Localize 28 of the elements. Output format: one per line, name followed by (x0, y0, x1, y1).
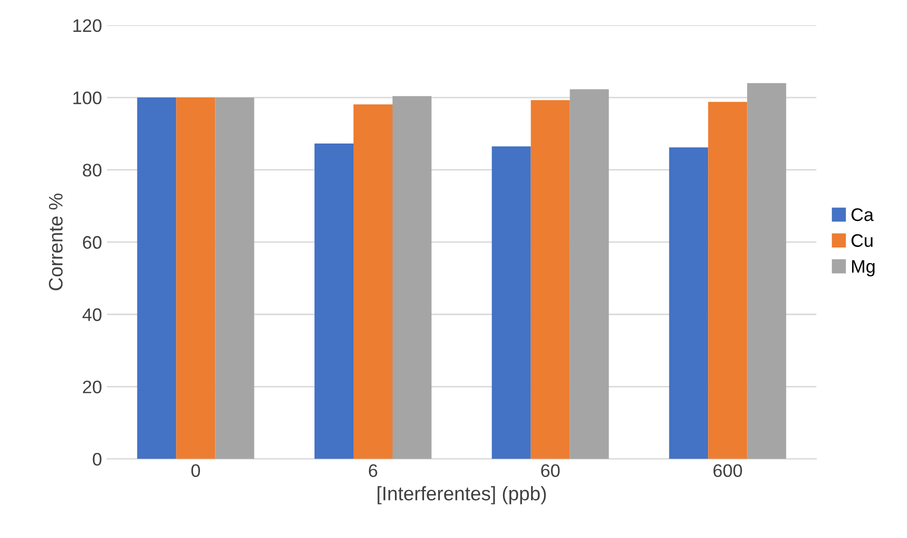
bar (530, 100, 570, 459)
bar (669, 147, 708, 459)
bar (708, 102, 748, 459)
bar (747, 83, 786, 459)
x-tick-label: 0 (191, 464, 200, 478)
y-axis-title: Corrente % (48, 194, 63, 290)
x-tick-label: 600 (713, 464, 742, 478)
y-tick-label: 120 (73, 19, 102, 32)
bar (492, 146, 531, 459)
legend-label: Mg (852, 260, 875, 276)
bar (354, 104, 393, 459)
y-tick-label: 20 (82, 380, 102, 394)
x-axis-title: [Interferentes] (ppb) (378, 486, 546, 504)
bar (314, 143, 354, 459)
y-tick-label: 60 (83, 236, 102, 249)
bar (137, 98, 176, 459)
bar (392, 96, 432, 459)
y-tick-label: 40 (82, 308, 102, 322)
x-tick-label: 6 (368, 464, 378, 478)
bar (215, 98, 254, 459)
legend-label: Cu (852, 234, 872, 247)
x-tick-label: 60 (541, 464, 560, 478)
legend-label: Ca (852, 208, 874, 222)
bar (570, 89, 609, 459)
y-tick-label: 100 (73, 91, 102, 104)
bar (176, 98, 216, 459)
y-tick-label: 0 (92, 452, 102, 466)
y-tick-label: 80 (82, 164, 102, 177)
